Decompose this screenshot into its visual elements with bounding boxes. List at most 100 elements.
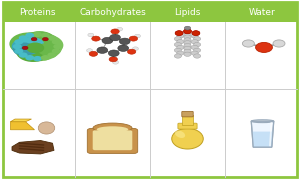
FancyBboxPatch shape: [182, 111, 193, 117]
Circle shape: [256, 42, 272, 52]
Text: Water: Water: [249, 8, 276, 17]
Circle shape: [31, 37, 37, 41]
Circle shape: [273, 40, 285, 47]
Text: Carbohydrates: Carbohydrates: [79, 8, 146, 17]
FancyBboxPatch shape: [3, 2, 297, 177]
Circle shape: [13, 32, 62, 61]
Ellipse shape: [172, 129, 203, 149]
Circle shape: [128, 49, 136, 54]
Circle shape: [52, 39, 61, 45]
Circle shape: [41, 33, 50, 38]
Circle shape: [184, 32, 191, 36]
Circle shape: [191, 51, 198, 55]
Circle shape: [184, 29, 191, 34]
Circle shape: [14, 39, 23, 45]
Circle shape: [97, 47, 108, 53]
Circle shape: [174, 48, 182, 52]
Circle shape: [118, 45, 129, 51]
Circle shape: [88, 33, 94, 37]
Circle shape: [194, 37, 201, 41]
Circle shape: [194, 48, 201, 52]
Circle shape: [112, 61, 118, 64]
Circle shape: [177, 40, 184, 44]
Circle shape: [133, 47, 139, 50]
Polygon shape: [11, 122, 34, 130]
Circle shape: [184, 43, 191, 48]
Polygon shape: [251, 121, 274, 147]
Circle shape: [177, 51, 184, 55]
Circle shape: [174, 54, 182, 58]
Circle shape: [175, 31, 183, 35]
Text: Proteins: Proteins: [19, 8, 56, 17]
Polygon shape: [11, 119, 32, 122]
Circle shape: [192, 31, 200, 35]
Circle shape: [184, 49, 191, 54]
Circle shape: [191, 40, 198, 44]
Circle shape: [33, 56, 42, 61]
Polygon shape: [12, 141, 54, 154]
Circle shape: [175, 31, 183, 35]
Circle shape: [184, 26, 191, 30]
Circle shape: [191, 34, 198, 38]
FancyBboxPatch shape: [93, 130, 132, 150]
Bar: [3, 2, 297, 22]
Circle shape: [184, 29, 191, 34]
Circle shape: [108, 50, 119, 56]
Circle shape: [117, 27, 123, 31]
Circle shape: [184, 46, 191, 51]
Circle shape: [19, 35, 28, 41]
Circle shape: [14, 49, 23, 54]
FancyBboxPatch shape: [182, 115, 193, 125]
Circle shape: [43, 37, 48, 41]
Circle shape: [33, 32, 42, 37]
Circle shape: [109, 57, 118, 62]
Circle shape: [13, 44, 22, 49]
Circle shape: [47, 35, 56, 41]
Circle shape: [27, 34, 63, 56]
Circle shape: [177, 45, 184, 50]
Circle shape: [129, 36, 138, 41]
Circle shape: [111, 29, 119, 34]
Circle shape: [9, 32, 48, 55]
Circle shape: [87, 49, 93, 52]
Circle shape: [89, 51, 98, 56]
Circle shape: [184, 52, 191, 56]
Circle shape: [13, 42, 35, 56]
Ellipse shape: [175, 130, 185, 138]
Circle shape: [24, 31, 56, 50]
Circle shape: [192, 31, 200, 35]
Circle shape: [47, 52, 56, 58]
Ellipse shape: [97, 126, 128, 132]
Circle shape: [12, 38, 41, 55]
Circle shape: [194, 54, 201, 58]
Ellipse shape: [38, 122, 55, 134]
Circle shape: [22, 46, 28, 50]
Circle shape: [53, 44, 62, 49]
Circle shape: [184, 41, 191, 45]
Ellipse shape: [93, 123, 132, 133]
Circle shape: [134, 34, 140, 38]
Circle shape: [102, 37, 113, 44]
Circle shape: [20, 37, 44, 52]
Circle shape: [177, 34, 184, 38]
Circle shape: [110, 34, 121, 41]
Circle shape: [174, 37, 182, 41]
Circle shape: [52, 49, 61, 54]
Circle shape: [191, 45, 198, 50]
FancyBboxPatch shape: [178, 123, 197, 129]
Circle shape: [242, 40, 254, 47]
Circle shape: [16, 42, 50, 62]
Text: Lipids: Lipids: [174, 8, 201, 17]
Circle shape: [184, 35, 191, 39]
Circle shape: [41, 55, 50, 60]
Circle shape: [194, 42, 201, 47]
Circle shape: [38, 42, 60, 56]
Circle shape: [25, 33, 34, 38]
Circle shape: [184, 38, 191, 42]
FancyBboxPatch shape: [87, 129, 138, 153]
Polygon shape: [252, 132, 273, 147]
Circle shape: [119, 38, 130, 45]
Circle shape: [25, 55, 34, 60]
Circle shape: [92, 36, 100, 41]
Circle shape: [26, 42, 44, 53]
